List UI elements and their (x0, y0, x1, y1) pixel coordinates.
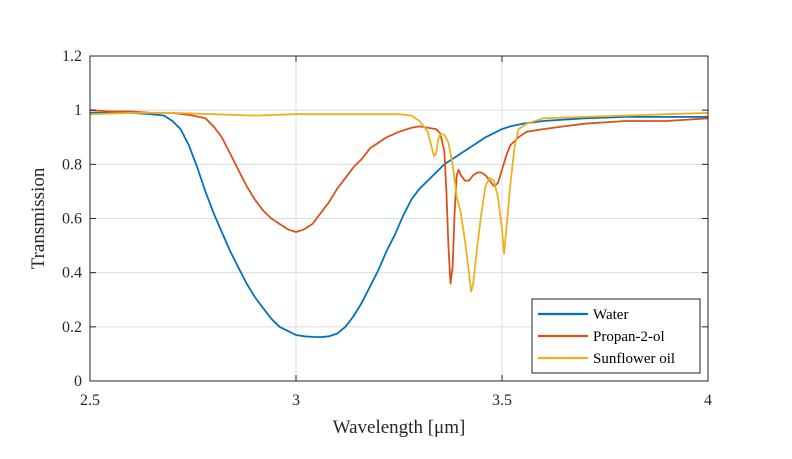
x-tick-label: 2.5 (80, 392, 100, 409)
x-tick-label: 3 (292, 392, 300, 409)
legend-label-water: Water (593, 307, 628, 323)
legend-label-sunflower-oil: Sunflower oil (593, 351, 675, 367)
legend: Water Propan-2-ol Sunflower oil (531, 298, 701, 374)
tick-labels: 2.5 3 3.5 4 0 0.2 0.4 0.6 0.8 1 1.2 (62, 48, 712, 409)
x-tick-label: 4 (704, 392, 712, 409)
y-tick-label: 0 (74, 373, 82, 390)
y-tick-label: 1 (74, 102, 82, 119)
y-tick-label: 1.2 (62, 48, 82, 65)
y-tick-label: 0.4 (62, 265, 82, 282)
axis-ticks (89, 55, 709, 382)
series-line-water (90, 112, 708, 338)
legend-label-propan-2-ol: Propan-2-ol (593, 329, 665, 345)
x-axis-title: Wavelength [μm] (333, 417, 466, 438)
y-tick-label: 0.8 (62, 156, 82, 173)
x-tick-label: 3.5 (492, 392, 512, 409)
series-line-sunflower-oil (89, 112, 709, 293)
y-tick-label: 0.6 (62, 211, 82, 228)
y-tick-label: 0.2 (62, 319, 82, 336)
series-layer (89, 109, 709, 338)
y-axis-title: Transmission (28, 167, 49, 269)
